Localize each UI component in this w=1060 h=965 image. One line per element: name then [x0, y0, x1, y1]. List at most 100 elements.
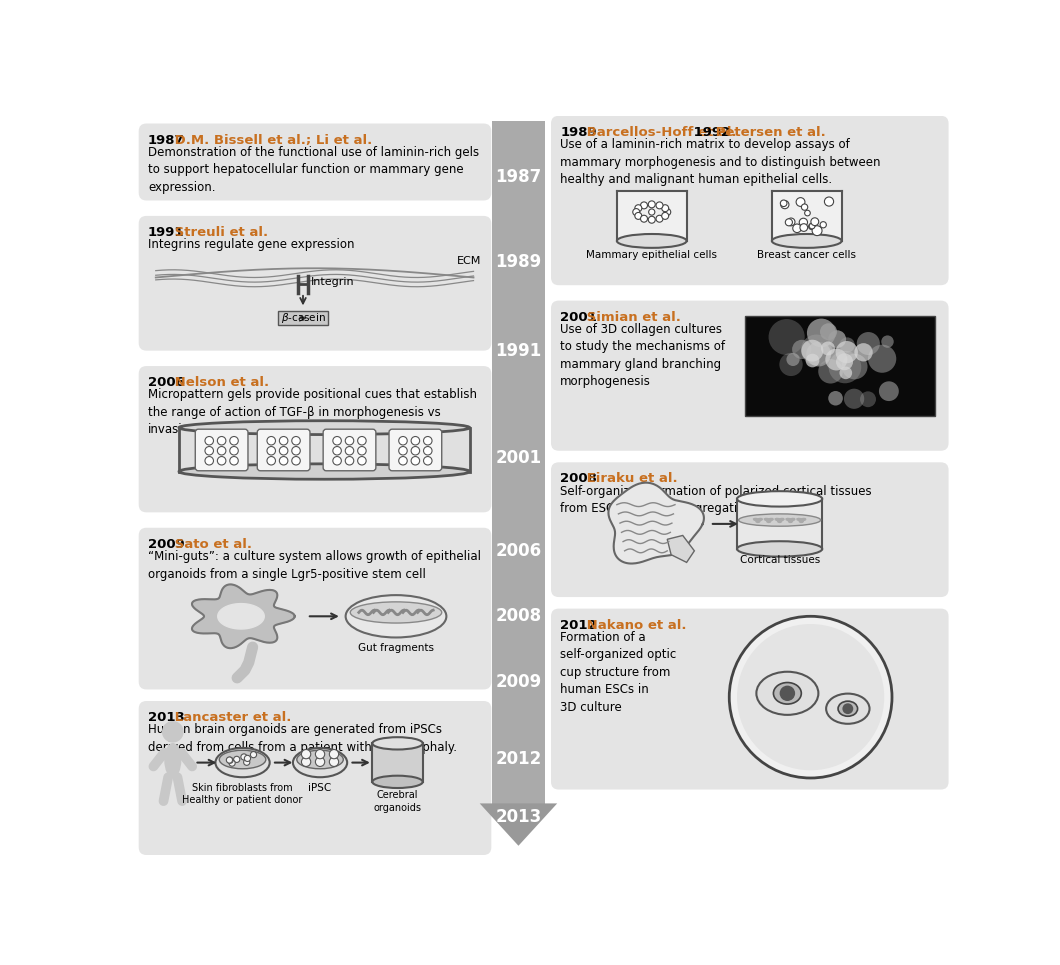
Bar	[737, 499, 823, 549]
Circle shape	[245, 756, 250, 761]
Ellipse shape	[219, 750, 266, 769]
Circle shape	[801, 340, 824, 362]
Circle shape	[424, 447, 432, 455]
Circle shape	[217, 447, 226, 455]
Text: Lancaster et al.: Lancaster et al.	[170, 711, 292, 724]
Circle shape	[787, 353, 799, 366]
Circle shape	[280, 436, 288, 445]
Circle shape	[868, 345, 897, 372]
Circle shape	[836, 353, 853, 371]
Bar	[278, 312, 328, 325]
Circle shape	[357, 436, 366, 445]
Text: Breast cancer cells: Breast cancer cells	[757, 250, 856, 261]
Circle shape	[811, 218, 818, 226]
Circle shape	[809, 224, 815, 230]
Circle shape	[227, 758, 233, 763]
Polygon shape	[192, 585, 295, 648]
Polygon shape	[787, 518, 795, 522]
Circle shape	[357, 456, 366, 465]
Circle shape	[233, 757, 240, 762]
Circle shape	[244, 759, 250, 765]
Circle shape	[330, 758, 338, 766]
Circle shape	[729, 617, 893, 778]
Text: Human brain organoids are generated from iPSCs
derived from cells from a patient: Human brain organoids are generated from…	[148, 724, 457, 754]
Text: 2012: 2012	[495, 750, 542, 768]
Circle shape	[826, 348, 847, 371]
Text: Integrins regulate gene expression: Integrins regulate gene expression	[148, 238, 354, 251]
Polygon shape	[764, 518, 774, 522]
Circle shape	[843, 703, 853, 714]
Circle shape	[267, 456, 276, 465]
Text: Formation of a
self-organized optic
cup structure from
human ESCs in
3D culture: Formation of a self-organized optic cup …	[561, 631, 676, 714]
Ellipse shape	[772, 234, 842, 248]
Text: Simian et al.: Simian et al.	[582, 311, 681, 323]
Circle shape	[205, 447, 213, 455]
Text: Use of 3D collagen cultures
to study the mechanisms of
mammary gland branching
m: Use of 3D collagen cultures to study the…	[561, 323, 725, 389]
Circle shape	[292, 447, 300, 455]
Circle shape	[805, 210, 810, 216]
Text: 2013: 2013	[495, 808, 542, 825]
Text: iPSC: iPSC	[308, 783, 332, 792]
Circle shape	[829, 351, 862, 383]
Circle shape	[779, 353, 802, 376]
Ellipse shape	[372, 776, 423, 788]
Circle shape	[779, 685, 795, 701]
Polygon shape	[754, 518, 762, 522]
Circle shape	[301, 750, 311, 758]
Polygon shape	[775, 518, 784, 522]
Circle shape	[860, 392, 876, 407]
Circle shape	[346, 447, 354, 455]
Circle shape	[205, 456, 213, 465]
FancyBboxPatch shape	[551, 609, 949, 789]
Circle shape	[399, 436, 407, 445]
FancyBboxPatch shape	[139, 124, 492, 201]
Polygon shape	[667, 536, 694, 563]
Text: 2001: 2001	[495, 450, 542, 467]
Circle shape	[640, 215, 648, 222]
Circle shape	[411, 456, 420, 465]
Circle shape	[250, 752, 257, 758]
Text: 2001: 2001	[561, 311, 597, 323]
Circle shape	[267, 436, 276, 445]
Circle shape	[825, 197, 833, 207]
Circle shape	[656, 202, 662, 208]
Circle shape	[780, 200, 787, 207]
Circle shape	[162, 721, 183, 743]
Text: Self-organized formation of polarized cortical tissues
from ESCs using 3D aggreg: Self-organized formation of polarized co…	[561, 484, 872, 515]
Circle shape	[809, 223, 815, 229]
Text: $\beta$-casein: $\beta$-casein	[281, 312, 325, 325]
Polygon shape	[608, 482, 704, 564]
Circle shape	[796, 198, 805, 207]
Circle shape	[633, 208, 640, 215]
Text: Skin fibroblasts from
Healthy or patient donor: Skin fibroblasts from Healthy or patient…	[182, 783, 303, 805]
Text: 2006: 2006	[148, 376, 184, 389]
Polygon shape	[480, 804, 558, 845]
FancyBboxPatch shape	[323, 429, 376, 471]
Ellipse shape	[179, 421, 470, 434]
Text: 2013: 2013	[148, 711, 184, 724]
Bar	[372, 743, 423, 782]
Circle shape	[333, 447, 341, 455]
Circle shape	[818, 359, 843, 383]
Text: D.M. Bissell et al.; Li et al.: D.M. Bissell et al.; Li et al.	[170, 133, 372, 147]
Text: 2012: 2012	[561, 619, 597, 632]
Circle shape	[301, 758, 311, 766]
Text: Barcellos-Hoff et al.: Barcellos-Hoff et al.	[582, 125, 737, 139]
Text: ECM: ECM	[457, 257, 481, 266]
Ellipse shape	[826, 694, 869, 724]
FancyBboxPatch shape	[258, 429, 310, 471]
Text: Nakano et al.: Nakano et al.	[582, 619, 687, 632]
Ellipse shape	[838, 702, 858, 716]
Circle shape	[316, 758, 324, 766]
FancyBboxPatch shape	[551, 301, 949, 451]
FancyBboxPatch shape	[195, 429, 248, 471]
Circle shape	[346, 436, 354, 445]
Circle shape	[411, 436, 420, 445]
Circle shape	[346, 456, 354, 465]
Ellipse shape	[737, 491, 823, 507]
Circle shape	[828, 391, 843, 405]
Text: Petersen et al.: Petersen et al.	[711, 125, 826, 139]
Circle shape	[800, 224, 808, 232]
Text: Cerebral
organoids: Cerebral organoids	[373, 790, 422, 813]
Bar	[745, 316, 935, 416]
